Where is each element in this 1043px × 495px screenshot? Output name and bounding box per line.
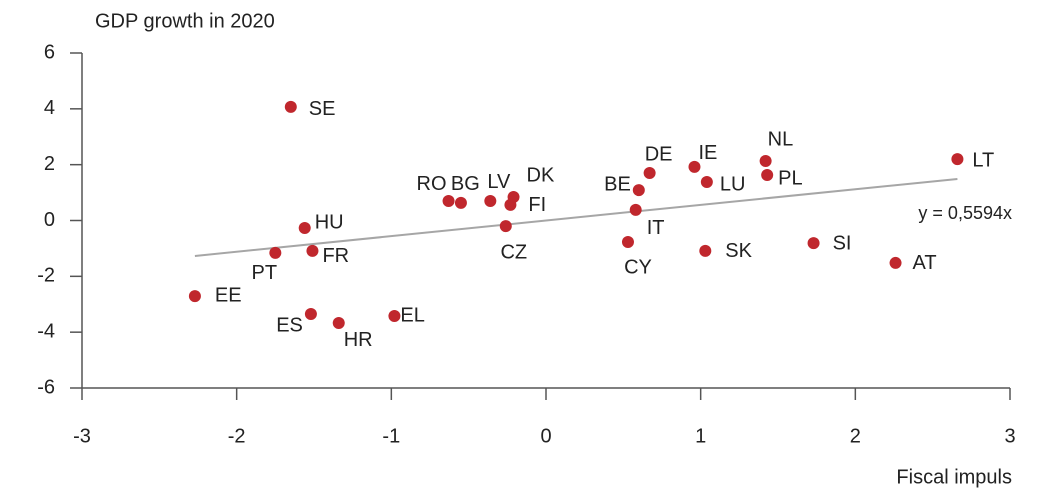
point bbox=[807, 237, 820, 250]
point bbox=[442, 194, 455, 207]
point-label: FR bbox=[322, 245, 349, 267]
chart-title: GDP growth in 2020 bbox=[95, 10, 275, 32]
point bbox=[388, 309, 401, 322]
point-label: BG bbox=[451, 173, 480, 195]
point-label: SK bbox=[725, 240, 752, 262]
point bbox=[504, 198, 517, 211]
point bbox=[629, 203, 642, 216]
point bbox=[688, 160, 701, 173]
point bbox=[284, 100, 297, 113]
point bbox=[761, 168, 774, 181]
point bbox=[643, 167, 656, 180]
point bbox=[951, 153, 964, 166]
point bbox=[306, 244, 319, 257]
point bbox=[484, 194, 497, 207]
point-label: IE bbox=[698, 142, 717, 164]
point-label: PL bbox=[778, 167, 802, 189]
point bbox=[889, 256, 902, 269]
point-label: IT bbox=[647, 217, 665, 239]
y-tick-label: -6 bbox=[37, 376, 55, 398]
point bbox=[298, 222, 311, 235]
point-label: RO bbox=[417, 173, 447, 195]
point bbox=[304, 308, 317, 321]
y-tick-label: -4 bbox=[37, 320, 55, 342]
point-label: AT bbox=[913, 252, 937, 274]
point-label: LU bbox=[720, 173, 746, 195]
point-label: CZ bbox=[500, 241, 527, 263]
trend-line bbox=[194, 177, 958, 257]
x-tick-label: -2 bbox=[228, 425, 246, 447]
point-label: SE bbox=[309, 98, 336, 120]
point bbox=[699, 244, 712, 257]
point-label: LT bbox=[972, 149, 994, 171]
point bbox=[759, 155, 772, 168]
y-tick-label: 0 bbox=[44, 209, 55, 231]
y-tick-label: 4 bbox=[44, 97, 55, 119]
x-tick-label: 1 bbox=[695, 425, 706, 447]
point-label: EL bbox=[400, 304, 424, 326]
point bbox=[499, 220, 512, 233]
point bbox=[621, 235, 634, 248]
x-tick-label: -3 bbox=[73, 425, 91, 447]
y-tick-label: -2 bbox=[37, 265, 55, 287]
point-label: BE bbox=[604, 173, 631, 195]
point-label: HR bbox=[344, 329, 373, 351]
trend-label: y = 0,5594x bbox=[918, 203, 1012, 223]
point-label: DK bbox=[527, 164, 555, 186]
y-tick-label: 6 bbox=[44, 41, 55, 63]
point bbox=[632, 184, 645, 197]
y-tick-label: 2 bbox=[44, 153, 55, 175]
point-label: PT bbox=[252, 262, 278, 284]
point bbox=[454, 196, 467, 209]
point-label: NL bbox=[768, 128, 794, 150]
x-tick-label: 0 bbox=[540, 425, 551, 447]
point-label: LV bbox=[487, 171, 511, 193]
point-label: ES bbox=[276, 314, 303, 336]
point bbox=[188, 290, 201, 303]
point bbox=[332, 316, 345, 329]
x-tick-label: -1 bbox=[382, 425, 400, 447]
point-label: EE bbox=[215, 284, 242, 306]
point-label: DE bbox=[645, 143, 673, 165]
point bbox=[700, 175, 713, 188]
point-label: CY bbox=[624, 256, 652, 278]
point bbox=[269, 246, 282, 259]
point-label: SI bbox=[833, 232, 852, 254]
x-axis-label: Fiscal impuls bbox=[896, 466, 1012, 488]
point-label: HU bbox=[315, 211, 344, 233]
x-tick-label: 3 bbox=[1004, 425, 1015, 447]
x-tick-label: 2 bbox=[850, 425, 861, 447]
point-label: FI bbox=[528, 194, 546, 216]
